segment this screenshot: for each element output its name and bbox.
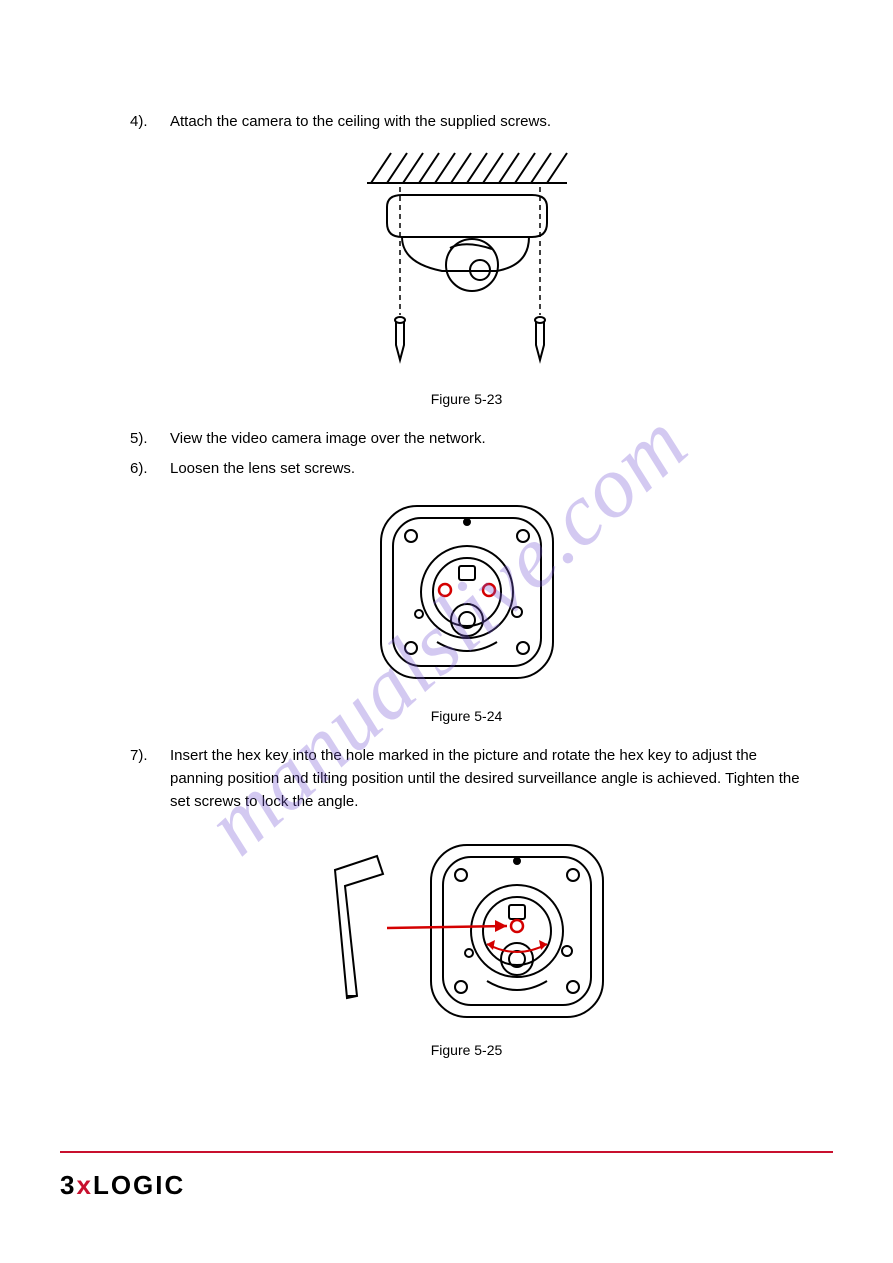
figure-5-24: Figure 5-24 <box>130 492 803 724</box>
step-number: 4). <box>130 110 170 133</box>
step-text: Insert the hex key into the hole marked … <box>170 744 803 814</box>
figure-caption: Figure 5-25 <box>130 1042 803 1058</box>
step-text: Attach the camera to the ceiling with th… <box>170 110 803 133</box>
step-number: 5). <box>130 427 170 450</box>
footer-logo: 3xLOGIC <box>60 1170 185 1201</box>
figure-5-25-illustration <box>317 826 617 1036</box>
figure-caption: Figure 5-24 <box>130 708 803 724</box>
step-text: View the video camera image over the net… <box>170 427 803 450</box>
step-5: 5). View the video camera image over the… <box>130 427 803 450</box>
footer-rule <box>60 1151 833 1153</box>
logo-part-pre: 3 <box>60 1170 76 1200</box>
figure-5-23: Figure 5-23 <box>130 145 803 407</box>
step-number: 7). <box>130 744 170 814</box>
step-text: Loosen the lens set screws. <box>170 457 803 480</box>
page: manualslive.com 4). Attach the camera to… <box>0 0 893 1263</box>
figure-caption: Figure 5-23 <box>130 391 803 407</box>
step-number: 6). <box>130 457 170 480</box>
figure-5-23-illustration <box>347 145 587 385</box>
step-4: 4). Attach the camera to the ceiling wit… <box>130 110 803 133</box>
step-7: 7). Insert the hex key into the hole mar… <box>130 744 803 814</box>
logo-part-x: x <box>76 1170 92 1200</box>
step-6: 6). Loosen the lens set screws. <box>130 457 803 480</box>
figure-5-25: Figure 5-25 <box>130 826 803 1058</box>
figure-5-24-illustration <box>367 492 567 702</box>
logo-part-post: LOGIC <box>93 1170 185 1200</box>
